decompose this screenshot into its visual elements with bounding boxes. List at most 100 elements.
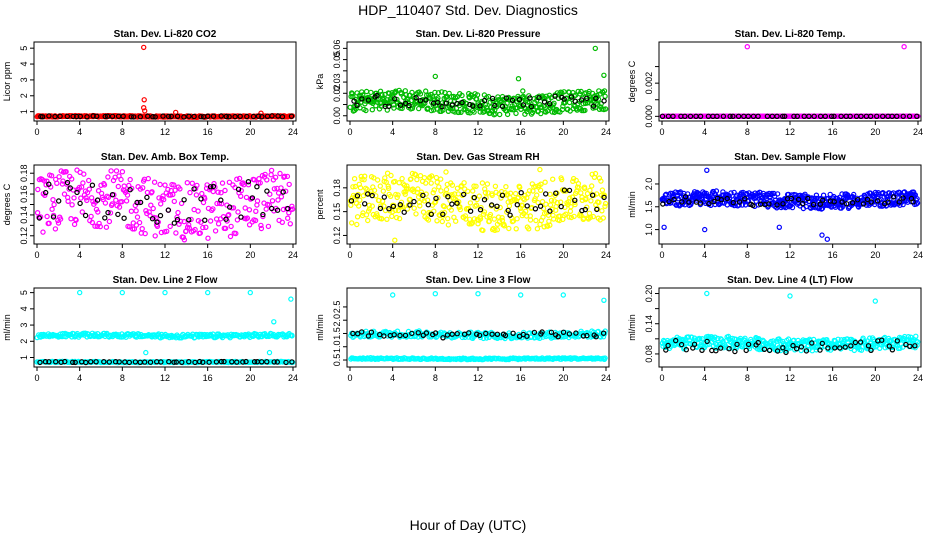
series-1: [347, 166, 609, 243]
data-point: [199, 190, 205, 197]
series-2: [663, 337, 918, 356]
data-point: [186, 113, 192, 119]
data-point: [394, 194, 400, 201]
data-point: [851, 191, 857, 198]
data-point: [40, 229, 46, 235]
data-point: [817, 201, 824, 207]
series-3: [37, 358, 295, 366]
y-tick-label: 0.18: [332, 179, 342, 197]
data-point: [354, 90, 360, 96]
x-tick-label: 20: [558, 250, 568, 260]
data-point: [518, 189, 524, 196]
x-tick-label: 12: [473, 373, 483, 383]
y-tick-label: 1: [19, 355, 29, 360]
data-point: [600, 215, 607, 221]
data-point: [697, 113, 704, 120]
data-point: [71, 195, 77, 201]
x-tick-label: 12: [785, 250, 795, 260]
data-point: [593, 334, 599, 340]
data-point: [487, 211, 494, 218]
data-point: [392, 207, 399, 213]
data-point: [249, 195, 256, 201]
data-point: [386, 90, 392, 97]
data-point: [507, 212, 513, 218]
data-point: [774, 191, 781, 197]
panel-title: Stan. Dev. Line 4 (LT) Flow: [727, 275, 853, 286]
data-point: [247, 289, 253, 296]
data-point: [157, 181, 163, 188]
data-point: [365, 333, 372, 339]
data-point: [537, 166, 543, 173]
x-tick-label: 0: [659, 127, 664, 137]
data-point: [589, 192, 596, 198]
data-point: [377, 183, 383, 189]
data-point: [386, 103, 392, 110]
data-point: [212, 228, 219, 234]
data-point: [734, 341, 740, 348]
data-point: [263, 206, 269, 212]
data-point: [127, 186, 133, 193]
data-point: [46, 181, 52, 187]
data-point: [196, 358, 203, 365]
data-point: [219, 180, 226, 186]
data-point: [730, 199, 737, 206]
data-point: [492, 102, 498, 109]
data-point: [750, 202, 756, 209]
data-point: [42, 192, 48, 198]
data-point: [837, 345, 843, 351]
data-point: [237, 113, 243, 120]
data-point: [443, 100, 450, 106]
x-tick-label: 20: [870, 127, 880, 137]
data-point: [774, 202, 780, 208]
data-point: [50, 214, 57, 220]
data-point: [445, 222, 452, 228]
data-point: [547, 191, 553, 197]
data-point: [271, 319, 277, 325]
data-point: [494, 203, 500, 209]
data-point: [119, 198, 125, 205]
data-point: [594, 206, 600, 213]
data-point: [402, 332, 409, 339]
data-point: [459, 92, 465, 99]
data-point: [77, 113, 84, 120]
data-point: [578, 97, 585, 103]
data-point: [813, 192, 820, 198]
data-point: [269, 113, 275, 119]
data-point: [567, 208, 574, 214]
data-point: [395, 192, 401, 198]
x-tick-label: 8: [745, 127, 750, 137]
data-point: [103, 224, 110, 230]
data-point: [84, 197, 90, 204]
data-point: [225, 211, 232, 218]
data-point: [92, 223, 98, 229]
data-point: [407, 196, 413, 202]
data-point: [534, 192, 540, 198]
data-point: [425, 217, 432, 223]
data-point: [777, 338, 783, 344]
data-point: [441, 203, 447, 210]
data-point: [495, 214, 502, 220]
data-point: [558, 203, 564, 210]
data-point: [598, 178, 604, 184]
data-point: [119, 168, 126, 175]
data-point: [432, 73, 438, 80]
data-point: [226, 113, 232, 120]
data-point: [240, 359, 246, 365]
x-tick-label: 20: [558, 373, 568, 383]
data-point: [755, 113, 761, 120]
data-point: [914, 342, 920, 348]
data-point: [860, 201, 867, 207]
data-point: [151, 179, 158, 185]
data-point: [71, 221, 78, 228]
data-point: [534, 225, 541, 232]
data-point: [847, 194, 853, 200]
data-point: [142, 230, 148, 237]
data-point: [476, 193, 482, 199]
data-point: [416, 105, 422, 112]
data-point: [539, 329, 545, 335]
data-point: [203, 224, 209, 230]
data-point: [489, 331, 495, 337]
data-point: [713, 348, 719, 354]
data-point: [150, 205, 156, 212]
data-point: [504, 100, 510, 107]
